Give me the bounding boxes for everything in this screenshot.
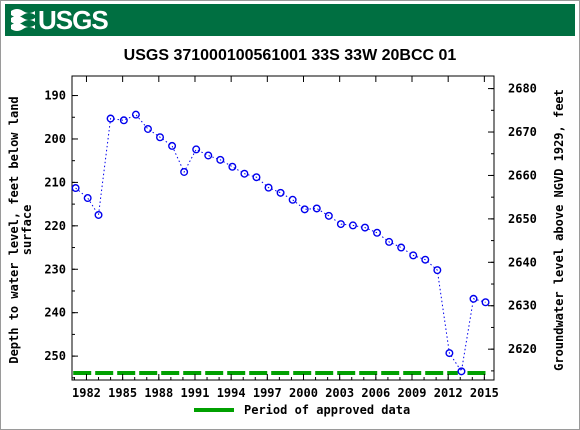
y-left-tick-label-200: 200 <box>44 132 66 146</box>
data-point-31 <box>445 349 454 358</box>
data-point-2 <box>94 210 103 219</box>
x-tick-label-1997: 1997 <box>253 386 282 400</box>
y-axis-left: 190 200 210 220 230 240 250 <box>44 89 78 379</box>
legend-label-approved: Period of approved data <box>244 403 410 417</box>
series-line <box>75 114 486 373</box>
data-point-19 <box>300 205 309 214</box>
data-point-32 <box>457 367 466 376</box>
data-point-29 <box>421 255 430 264</box>
y-right-tick-label-2650: 2650 <box>508 212 537 226</box>
usgs-wave-icon <box>11 9 35 31</box>
y-right-tick-label-2670: 2670 <box>508 125 537 139</box>
x-tick-label-2003: 2003 <box>325 386 354 400</box>
data-point-22 <box>336 220 345 229</box>
data-point-16 <box>264 183 273 192</box>
y-axis-left-label-line2: surface <box>20 205 34 256</box>
data-point-33 <box>469 294 478 303</box>
series-points-group <box>71 110 490 376</box>
data-point-13 <box>228 162 237 171</box>
y-axis-right-label: Groundwater level above NGVD 1929, feet <box>552 89 566 371</box>
data-point-14 <box>240 169 249 178</box>
data-point-34 <box>481 298 490 307</box>
x-tick-label-2009: 2009 <box>398 386 427 400</box>
y-right-tick-label-2680: 2680 <box>508 82 537 96</box>
data-point-5 <box>131 110 140 119</box>
y-left-tick-label-240: 240 <box>44 306 66 320</box>
usgs-logo[interactable]: USGS <box>9 5 109 35</box>
data-point-27 <box>397 243 406 252</box>
x-tick-label-1994: 1994 <box>217 386 246 400</box>
data-point-6 <box>143 124 152 133</box>
data-point-0 <box>71 184 80 193</box>
x-tick-label-2012: 2012 <box>434 386 463 400</box>
data-point-17 <box>276 188 285 197</box>
y-left-tick-label-230: 230 <box>44 262 66 276</box>
data-point-23 <box>348 221 357 230</box>
y-left-tick-label-250: 250 <box>44 349 66 363</box>
data-point-3 <box>106 114 115 123</box>
x-tick-label-2015: 2015 <box>470 386 499 400</box>
data-point-30 <box>433 266 442 275</box>
x-axis: 1982 1985 1988 1991 1994 1997 2000 2003 2006 2009… <box>72 76 499 400</box>
data-point-11 <box>204 151 213 160</box>
data-point-21 <box>324 211 333 220</box>
series-line-group <box>75 114 486 373</box>
x-tick-label-2000: 2000 <box>289 386 318 400</box>
y-right-tick-label-2640: 2640 <box>508 255 537 269</box>
x-tick-label-1982: 1982 <box>72 386 101 400</box>
data-point-8 <box>168 141 177 150</box>
logo-text: USGS <box>38 5 109 35</box>
data-point-24 <box>360 223 369 232</box>
data-point-1 <box>83 194 92 203</box>
y-left-tick-label-190: 190 <box>44 89 66 103</box>
y-axis-right: 2680 2670 2660 2650 2640 2630 2620 <box>488 82 537 372</box>
x-tick-label-1985: 1985 <box>108 386 137 400</box>
x-tick-label-1991: 1991 <box>181 386 210 400</box>
data-point-28 <box>409 251 418 260</box>
data-point-7 <box>156 133 165 142</box>
y-right-tick-label-2620: 2620 <box>508 342 537 356</box>
y-left-tick-label-210: 210 <box>44 175 66 189</box>
data-point-10 <box>192 145 201 154</box>
chart-title: USGS 371000100561001 33S 33W 20BCC 01 <box>124 47 457 64</box>
data-point-26 <box>385 237 394 246</box>
data-point-15 <box>252 173 261 182</box>
y-left-tick-label-220: 220 <box>44 219 66 233</box>
legend: Period of approved data <box>194 403 410 417</box>
y-right-tick-label-2630: 2630 <box>508 299 537 313</box>
usgs-banner: USGS <box>5 4 575 36</box>
y-right-tick-label-2660: 2660 <box>508 168 537 182</box>
x-tick-label-1988: 1988 <box>144 386 173 400</box>
data-point-4 <box>119 116 128 125</box>
data-point-9 <box>180 167 189 176</box>
plot-area <box>71 75 495 381</box>
data-point-18 <box>288 195 297 204</box>
y-axis-left-label-line1: Depth to water level, feet below land <box>7 96 21 363</box>
data-point-12 <box>216 155 225 164</box>
x-tick-label-2006: 2006 <box>361 386 390 400</box>
data-point-20 <box>312 204 321 213</box>
data-point-25 <box>373 228 382 237</box>
